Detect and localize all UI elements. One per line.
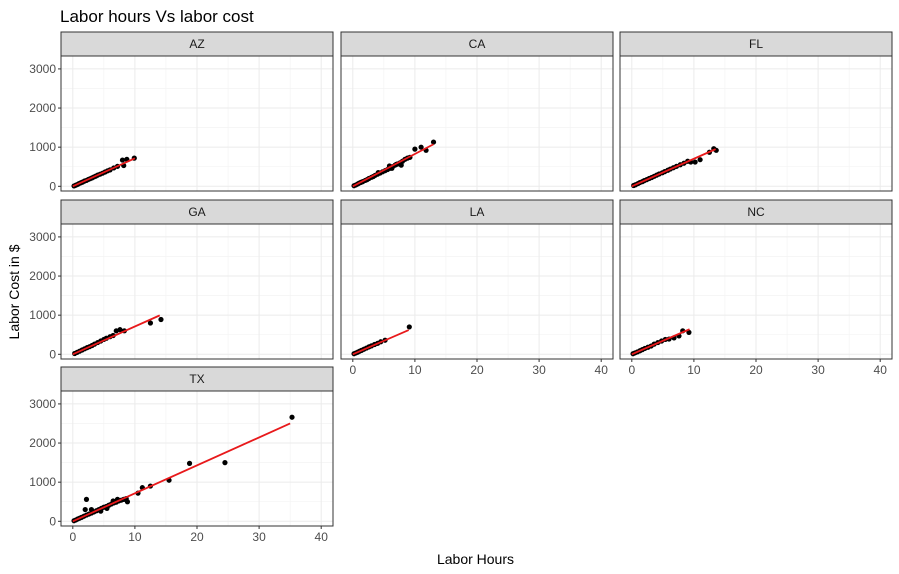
facet-strip-label: TX	[189, 372, 204, 386]
data-point	[82, 506, 88, 513]
y-tick-label: 3000	[29, 397, 56, 411]
x-tick-label: 20	[749, 363, 763, 377]
data-point	[124, 499, 131, 505]
y-tick-label: 0	[49, 179, 56, 193]
x-tick-label: 0	[628, 363, 635, 377]
fit-line	[352, 143, 434, 188]
y-tick-label: 1000	[29, 140, 56, 154]
data-point	[117, 327, 123, 333]
facet-strip-label: LA	[470, 205, 485, 219]
facet-strip	[340, 199, 614, 225]
facet-strip-label: NC	[747, 205, 765, 219]
x-tick-label: 10	[128, 530, 142, 544]
facet-strip-label: FL	[749, 37, 763, 51]
x-tick-label: 10	[687, 363, 701, 377]
panel-border	[619, 55, 893, 192]
facet-fl: FL	[619, 31, 893, 192]
fit-line	[72, 157, 136, 188]
facet-ca: CA	[340, 31, 614, 192]
data-point	[158, 316, 164, 323]
panel-border	[60, 55, 334, 192]
x-tick-label: 10	[408, 363, 422, 377]
facet-strip-label: CA	[469, 37, 486, 51]
data-point	[418, 144, 424, 150]
x-tick-label: 40	[874, 363, 888, 377]
facet-la: LA 0 10 20 30 40	[340, 199, 614, 377]
x-tick-label: 0	[349, 363, 356, 377]
facet-strip	[60, 366, 334, 392]
x-axis-title: Labor Hours	[437, 551, 514, 567]
y-tick-label: 0	[49, 514, 56, 528]
x-tick-label: 0	[69, 530, 76, 544]
data-point	[147, 320, 154, 326]
y-tick-label: 3000	[29, 230, 56, 244]
data-point	[398, 162, 404, 168]
data-point	[119, 157, 126, 163]
facet-tx: TX 0 1000 2000 3000 0 10 20 30 40	[29, 366, 334, 544]
y-axis-title: Labor Cost in $	[6, 244, 22, 339]
fit-line	[631, 148, 716, 188]
fit-line	[72, 314, 161, 356]
facet-strip	[60, 31, 334, 57]
x-tick-label: 20	[470, 363, 484, 377]
y-tick-label: 0	[49, 347, 56, 361]
data-point	[697, 157, 703, 163]
data-point	[186, 460, 193, 466]
y-tick-label: 2000	[29, 269, 56, 283]
y-tick-label: 1000	[29, 475, 56, 489]
facet-az: AZ 0 1000 2000 3000	[29, 31, 334, 193]
fit-line	[631, 328, 690, 356]
panel-border	[340, 55, 614, 192]
y-tick-label: 2000	[29, 436, 56, 450]
data-point	[686, 329, 692, 335]
facet-strip	[619, 199, 893, 225]
fit-line	[72, 422, 291, 523]
data-point	[222, 460, 228, 466]
y-tick-label: 2000	[29, 101, 56, 115]
data-point	[406, 324, 412, 330]
x-tick-label: 40	[315, 530, 329, 544]
data-point	[88, 506, 95, 513]
data-point	[430, 139, 437, 145]
x-tick-label: 30	[252, 530, 266, 544]
data-point	[83, 496, 90, 502]
facet-strip-label: GA	[188, 205, 205, 219]
facet-strip	[60, 199, 334, 225]
facet-nc: NC 0 10 20 30 40	[619, 199, 893, 377]
y-tick-label: 1000	[29, 308, 56, 322]
fit-line	[352, 329, 410, 356]
panel-border	[60, 223, 334, 360]
facet-strip	[619, 31, 893, 57]
chart-title: Labor hours Vs labor cost	[60, 7, 254, 26]
data-point	[289, 414, 295, 420]
x-tick-label: 30	[532, 363, 546, 377]
x-tick-label: 20	[190, 530, 204, 544]
data-point	[692, 159, 698, 165]
facet-ga: GA 0 1000 2000 3000	[29, 199, 334, 361]
facet-strip-label: AZ	[189, 37, 204, 51]
x-tick-label: 30	[811, 363, 825, 377]
data-point	[412, 146, 418, 152]
y-tick-label: 3000	[29, 62, 56, 76]
facet-strip	[340, 31, 614, 57]
x-tick-label: 40	[595, 363, 609, 377]
